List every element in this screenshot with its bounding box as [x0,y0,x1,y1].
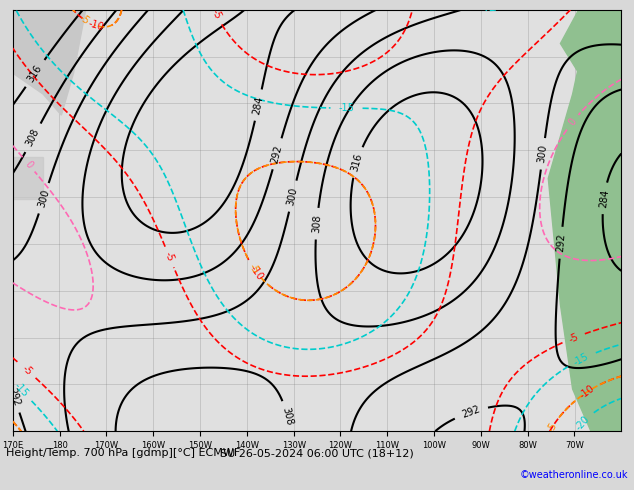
Text: -5: -5 [545,420,559,434]
Text: -10: -10 [578,384,596,401]
Text: -5: -5 [567,331,580,344]
Text: -15: -15 [339,103,354,113]
Text: 284: 284 [252,95,265,115]
Polygon shape [13,10,86,115]
Text: 0: 0 [567,117,578,127]
Text: 308: 308 [311,214,323,233]
Text: -20: -20 [573,414,592,432]
Text: SU 26-05-2024 06:00 UTC (18+12): SU 26-05-2024 06:00 UTC (18+12) [220,448,414,458]
Text: -15: -15 [12,381,30,399]
Text: 300: 300 [36,188,51,208]
Text: 292: 292 [555,233,567,252]
Text: -5: -5 [163,251,176,263]
Text: 316: 316 [350,152,365,172]
Text: 292: 292 [6,387,22,408]
Text: 308: 308 [280,406,294,426]
Text: 284: 284 [598,189,610,208]
Text: 308: 308 [25,127,41,148]
Text: -5: -5 [20,363,34,377]
Text: -10: -10 [87,19,105,33]
Text: 300: 300 [537,144,549,164]
Polygon shape [548,10,621,431]
Text: 0: 0 [23,159,34,170]
Text: Height/Temp. 700 hPa [gdmp][°C] ECMWF: Height/Temp. 700 hPa [gdmp][°C] ECMWF [6,448,240,458]
Text: -15: -15 [572,351,591,368]
Text: 292: 292 [270,144,284,164]
Text: 292: 292 [460,404,481,420]
Text: -5: -5 [210,8,223,21]
Polygon shape [560,10,621,73]
Text: 316: 316 [26,63,44,84]
Polygon shape [13,157,43,199]
Text: -5: -5 [247,261,261,275]
Text: -5: -5 [77,12,91,26]
Text: ©weatheronline.co.uk: ©weatheronline.co.uk [519,470,628,480]
Text: 300: 300 [286,186,299,206]
Text: -10: -10 [248,263,265,282]
